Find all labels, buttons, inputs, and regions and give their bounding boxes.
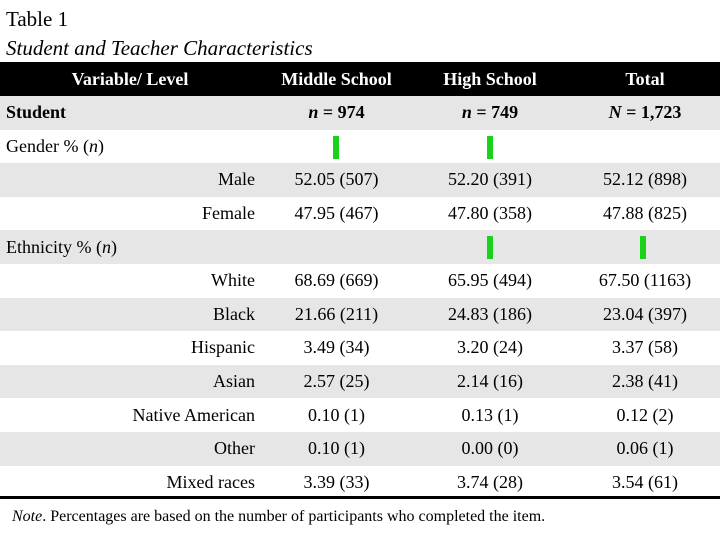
table-note: Note. Percentages are based on the numbe… (12, 508, 545, 526)
cell-high: 47.80 (358) (448, 203, 532, 224)
level-label: Mixed races (166, 471, 255, 492)
student-n-high: n = 749 (416, 96, 564, 130)
table-number: Table 1 (6, 7, 69, 31)
level-label: Native American (132, 404, 255, 425)
cell-middle: 3.49 (34) (303, 337, 370, 358)
level-label: Asian (213, 371, 255, 392)
table-bottom-rule (0, 496, 720, 499)
note-label: Note (12, 508, 43, 525)
cell-middle: 68.69 (669) (294, 270, 379, 291)
cell-total: 23.04 (397) (603, 303, 687, 324)
cell-total: 3.54 (61) (612, 471, 678, 492)
cell-high: 52.20 (391) (448, 169, 532, 190)
level-label: Black (213, 303, 255, 324)
n-symbol: N (608, 102, 622, 123)
table-row: Asian 2.57 (25) 2.14 (16) 2.38 (41) (0, 364, 720, 399)
header-middle-school: Middle School (281, 68, 392, 89)
level-label: Male (218, 169, 255, 190)
ethnicity-section-row: Ethnicity % (n) (0, 230, 720, 264)
gender-label-end: ) (97, 135, 104, 156)
n-symbol: n (461, 102, 472, 123)
table-title: Student and Teacher Characteristics (6, 36, 313, 60)
gender-label-text: Gender % ( (6, 135, 89, 156)
cell-high: 3.20 (24) (457, 337, 523, 358)
green-marker-icon (487, 135, 493, 159)
cell-total: 0.12 (2) (616, 404, 674, 425)
cell-middle: 21.66 (211) (294, 303, 379, 324)
cell-total: 52.12 (898) (603, 169, 687, 190)
cell-total: 2.38 (41) (612, 371, 678, 392)
cell-total: 47.88 (825) (603, 203, 687, 224)
ethnicity-label: Ethnicity % (n) (6, 230, 117, 264)
table-row: Native American 0.10 (1) 0.13 (1) 0.12 (… (0, 398, 720, 432)
student-n-total: N = 1,723 (570, 96, 720, 130)
n-symbol: n (308, 102, 319, 123)
cell-high: 0.13 (1) (461, 404, 519, 425)
table-row: Black 21.66 (211) 24.83 (186) 23.04 (397… (0, 297, 720, 332)
green-marker-icon (640, 236, 646, 260)
table-row: White 68.69 (669) 65.95 (494) 67.50 (116… (0, 264, 720, 298)
level-label: Female (202, 203, 255, 224)
student-n-middle: n = 974 (264, 96, 409, 130)
gender-label-n: n (88, 135, 98, 156)
cell-total: 3.37 (58) (612, 337, 678, 358)
student-row: Student n = 974 n = 749 N = 1,723 (0, 96, 720, 130)
cell-middle: 47.95 (467) (294, 203, 379, 224)
cell-middle: 0.10 (1) (308, 404, 365, 425)
table-row: Mixed races 3.39 (33) 3.74 (28) 3.54 (61… (0, 466, 720, 500)
n-value: = 1,723 (626, 102, 682, 123)
n-value: = 749 (476, 102, 519, 123)
ethnicity-label-n: n (101, 236, 111, 257)
cell-high: 0.00 (0) (461, 438, 519, 459)
cell-middle: 3.39 (33) (303, 471, 370, 492)
gender-label: Gender % (n) (6, 130, 104, 164)
cell-high: 3.74 (28) (457, 471, 523, 492)
header-total: Total (625, 68, 665, 89)
green-marker-icon (487, 236, 493, 260)
table-row: Female 47.95 (467) 47.80 (358) 47.88 (82… (0, 197, 720, 231)
n-value: = 974 (322, 102, 365, 123)
student-label: Student (6, 102, 67, 123)
cell-middle: 2.57 (25) (303, 371, 370, 392)
ethnicity-label-end: ) (110, 236, 117, 257)
table-row: Male 52.05 (507) 52.20 (391) 52.12 (898) (0, 163, 720, 197)
table-row: Other 0.10 (1) 0.00 (0) 0.06 (1) (0, 431, 720, 466)
level-label: Hispanic (191, 337, 255, 358)
table-row: Hispanic 3.49 (34) 3.20 (24) 3.37 (58) (0, 331, 720, 365)
header-row: Variable/ Level Middle School High Schoo… (0, 62, 720, 96)
gender-section-row: Gender % (n) (0, 130, 720, 164)
header-variable: Variable/ Level (71, 68, 189, 89)
ethnicity-label-text: Ethnicity % ( (6, 236, 102, 257)
header-high-school: High School (443, 68, 537, 89)
cell-total: 0.06 (1) (616, 438, 674, 459)
cell-middle: 0.10 (1) (308, 438, 365, 459)
cell-middle: 52.05 (507) (294, 169, 379, 190)
note-text: . Percentages are based on the number of… (42, 508, 546, 525)
characteristics-table: Variable/ Level Middle School High Schoo… (0, 62, 720, 499)
level-label: White (211, 270, 255, 291)
cell-high: 2.14 (16) (457, 371, 523, 392)
cell-high: 24.83 (186) (448, 303, 532, 324)
cell-total: 67.50 (1163) (598, 270, 692, 291)
green-marker-icon (333, 135, 339, 159)
cell-high: 65.95 (494) (448, 270, 532, 291)
level-label: Other (214, 438, 255, 459)
